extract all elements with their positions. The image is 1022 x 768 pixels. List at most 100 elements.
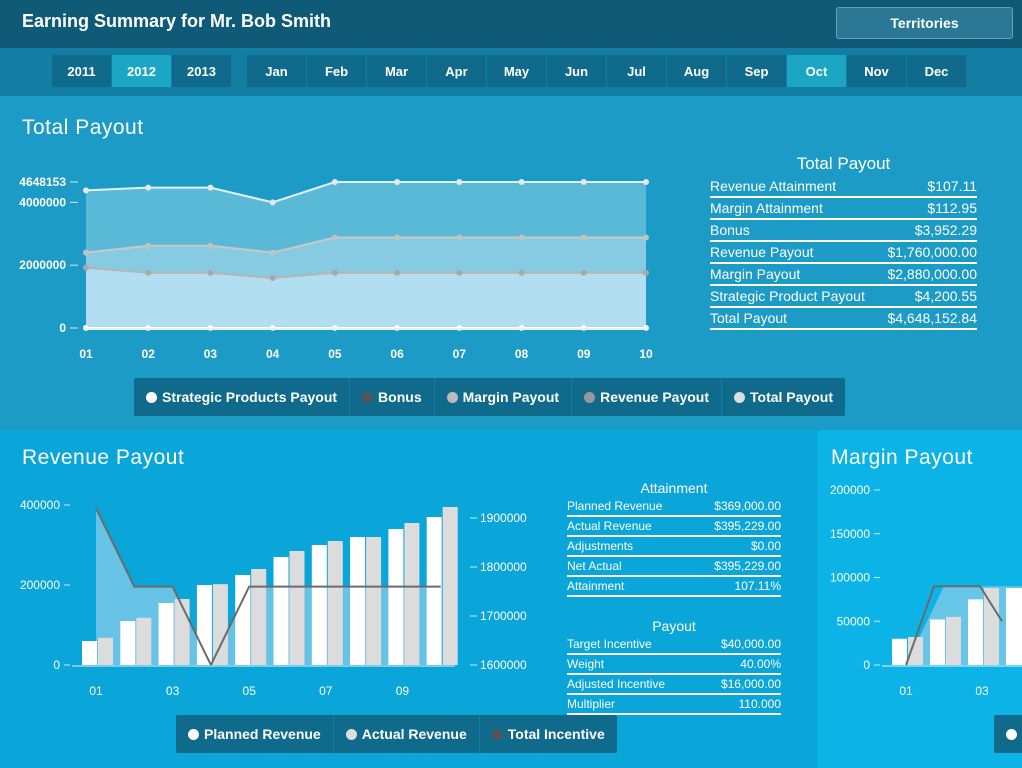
attainment-row: Actual Revenue $395,229.00: [567, 517, 781, 537]
total-payout-title: Total Payout: [22, 116, 144, 139]
point-total-payout: [145, 184, 152, 191]
summary-value: $4,648,152.84: [887, 310, 977, 326]
month-selector: Jan Feb Mar Apr May Jun Jul Aug Sep Oct Nov Dec: [247, 55, 967, 87]
line-revenue-payout: [85, 266, 646, 280]
point-margin-payout: [83, 249, 89, 256]
margin-payout-legend: [994, 715, 1022, 753]
month-button-mar[interactable]: Mar: [367, 55, 427, 87]
summary-row: Bonus $3,952.29: [710, 220, 977, 242]
legend-item-margin-payout[interactable]: Margin Payout: [435, 378, 573, 416]
bar-actual-revenue: [98, 637, 113, 665]
legend-item-total-incentive[interactable]: Total Incentive: [480, 715, 617, 753]
point-margin-payout: [394, 234, 401, 241]
attainment-label: Actual Revenue: [567, 519, 652, 533]
point-margin-payout: [580, 234, 587, 241]
payout-label: Multiplier: [567, 697, 616, 711]
bar-actual-margin: [984, 588, 999, 665]
bar-actual-revenue: [174, 599, 190, 665]
bar-planned-revenue: [311, 545, 327, 665]
header: Earning Summary for Mr. Bob Smith Territ…: [0, 0, 1022, 48]
bar-planned-revenue: [120, 621, 136, 665]
legend-label: Total Incentive: [507, 726, 605, 742]
x-tick-label: 08: [515, 347, 529, 361]
point-revenue-payout: [518, 269, 525, 276]
payout-label: Adjusted Incentive: [567, 677, 666, 691]
point-revenue-payout: [580, 269, 587, 276]
y-tick-label: 150000: [830, 527, 870, 541]
x-tick-label: 01: [899, 684, 913, 698]
month-button-may[interactable]: May: [487, 55, 547, 87]
month-button-jul[interactable]: Jul: [607, 55, 667, 87]
summary-label: Revenue Payout: [710, 244, 814, 260]
point-total-payout: [83, 187, 89, 194]
point-margin-payout: [145, 242, 152, 249]
bar-actual-revenue: [366, 537, 382, 665]
point-total-payout: [456, 179, 463, 185]
legend-dot-icon: [345, 728, 357, 740]
revenue-payout-title: Revenue Payout: [22, 446, 185, 469]
month-button-jan[interactable]: Jan: [247, 55, 307, 87]
legend-item-total-payout[interactable]: Total Payout: [722, 378, 845, 416]
summary-label: Revenue Attainment: [710, 178, 837, 194]
x-tick-label: 05: [328, 347, 342, 361]
legend-dot-icon: [584, 391, 596, 403]
attainment-row: Planned Revenue $369,000.00: [567, 497, 781, 517]
legend-item-actual-revenue[interactable]: Actual Revenue: [334, 715, 480, 753]
attainment-row: Attainment 107.11%: [567, 577, 781, 597]
legend-item-strategic-products-payout[interactable]: Strategic Products Payout: [134, 378, 351, 416]
territories-button[interactable]: Territories: [836, 7, 1013, 39]
x-tick-label: 04: [266, 347, 280, 361]
legend-dot-icon: [446, 391, 458, 403]
point-total-payout: [331, 179, 338, 185]
month-button-jun[interactable]: Jun: [547, 55, 607, 87]
revenue-payout-section: Revenue Payout 0 200000 400000 1600000 17000…: [0, 430, 818, 768]
payout-value: 110.000: [738, 697, 782, 711]
summary-label: Total Payout: [710, 310, 788, 326]
year-button-2011[interactable]: 2011: [52, 55, 112, 87]
summary-label: Strategic Product Payout: [710, 288, 865, 304]
attainment-label: Adjustments: [567, 539, 634, 553]
x-tick-label: 03: [166, 684, 180, 698]
month-button-dec[interactable]: Dec: [907, 55, 967, 87]
legend-item-revenue-payout[interactable]: Revenue Payout: [572, 378, 723, 416]
payout-row: Target Incentive $40,000.00: [567, 635, 781, 655]
point-revenue-payout: [83, 264, 89, 271]
revenue-payout-legend: Planned Revenue Actual Revenue Total Incen…: [176, 715, 617, 753]
margin-incentive-line: [905, 585, 1003, 666]
total-payout-section: Total Payout 0 2000000 4000000 4648153 01 02 0…: [0, 96, 1022, 430]
legend-item-bonus[interactable]: Bonus: [350, 378, 435, 416]
point-margin-payout: [518, 234, 525, 241]
total-payout-chart: 0 2000000 4000000 4648153 01 02 03 04 05 06 07 08 09…: [19, 175, 653, 361]
y-tick-label: 0: [53, 658, 60, 672]
y-tick-label: 200000: [830, 483, 870, 497]
attainment-table: Attainment Planned Revenue $369,000.00 Act…: [567, 480, 781, 597]
x-tick-label: 09: [396, 684, 410, 698]
bar-planned-revenue: [350, 537, 366, 665]
summary-label: Bonus: [710, 222, 750, 238]
month-button-feb[interactable]: Feb: [307, 55, 367, 87]
legend-label: Actual Revenue: [361, 726, 467, 742]
year-button-2012[interactable]: 2012: [112, 55, 172, 87]
point-revenue-payout: [331, 269, 338, 276]
x-tick-label: 02: [142, 347, 156, 361]
payout-row: Adjusted Incentive $16,000.00: [567, 675, 781, 695]
total-payout-summary: Total Payout Revenue Attainment $107.11 Ma…: [710, 154, 977, 330]
month-button-apr[interactable]: Apr: [427, 55, 487, 87]
attainment-row: Net Actual $395,229.00: [567, 557, 781, 577]
attainment-value: 107.11%: [734, 579, 781, 593]
month-button-nov[interactable]: Nov: [847, 55, 907, 87]
margin-legend-item[interactable]: [994, 715, 1022, 753]
bar-planned-revenue: [273, 557, 289, 665]
point-margin-payout: [207, 242, 214, 249]
year-button-2013[interactable]: 2013: [172, 55, 232, 87]
bar-planned-margin: [892, 638, 907, 665]
legend-item-planned-revenue[interactable]: Planned Revenue: [176, 715, 334, 753]
point-revenue-payout: [207, 269, 214, 276]
legend-label: Bonus: [378, 389, 422, 405]
month-button-oct[interactable]: Oct: [787, 55, 847, 87]
x-tick-label: 10: [639, 347, 653, 361]
y2-tick-label: 1600000: [480, 658, 527, 672]
month-button-sep[interactable]: Sep: [727, 55, 787, 87]
bar-planned-revenue: [388, 529, 404, 665]
month-button-aug[interactable]: Aug: [667, 55, 727, 87]
